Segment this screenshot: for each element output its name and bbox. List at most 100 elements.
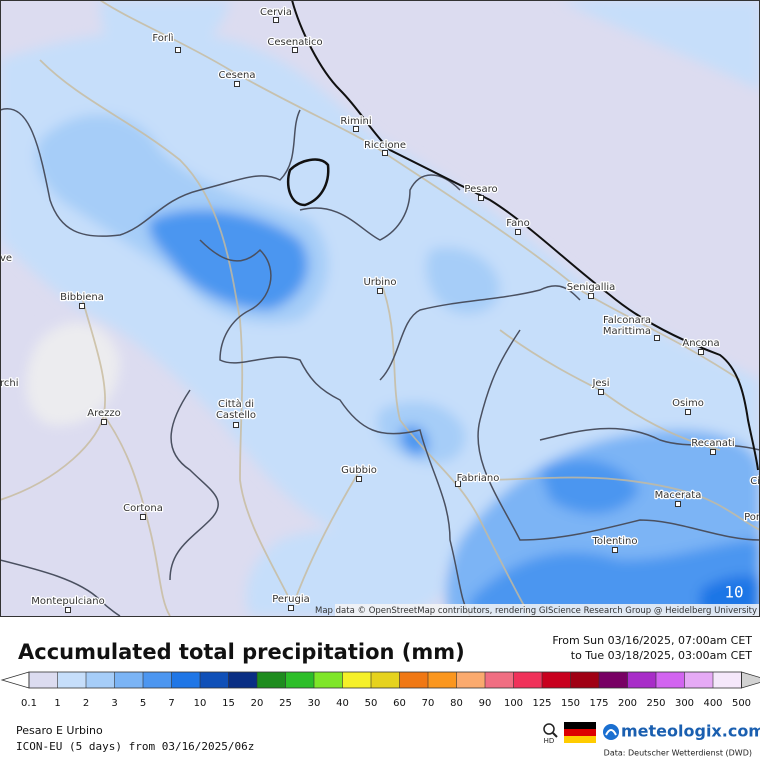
colorbar-tick-label: 125: [532, 698, 551, 709]
colorbar-tick-label: 400: [703, 698, 722, 709]
colorbar-segment: [457, 672, 486, 688]
legend-title: Accumulated total precipitation (mm): [18, 640, 465, 664]
city-marker: [699, 350, 704, 355]
colorbar-tick-label: 50: [365, 698, 378, 709]
brand[interactable]: meteologix.com: [603, 722, 760, 741]
city-label: Fano: [506, 218, 529, 229]
colorbar-segment: [143, 672, 172, 688]
city-label: Cesena: [219, 70, 256, 81]
region-name: Pesaro E Urbino: [16, 724, 103, 737]
colorbar-segment: [314, 672, 343, 688]
colorbar-tick-label: 7: [168, 698, 174, 709]
city-marker: [599, 390, 604, 395]
colorbar-tick-label: 200: [618, 698, 637, 709]
colorbar-tick-label: 500: [732, 698, 751, 709]
colorbar-segment: [628, 672, 657, 688]
city-label: Castello: [216, 410, 256, 421]
colorbar-tick-label: 150: [561, 698, 580, 709]
colorbar-segment: [599, 672, 628, 688]
city-marker: [354, 127, 359, 132]
colorbar-segment: [713, 672, 742, 688]
city-label: rchi: [0, 378, 19, 389]
city-label: Marittima: [603, 326, 651, 337]
city-label: Cesenatico: [267, 37, 322, 48]
city-marker: [234, 423, 239, 428]
city-marker: [176, 48, 181, 53]
city-label: Macerata: [655, 490, 702, 501]
colorbar-segment: [172, 672, 201, 688]
colorbar-segment: [400, 672, 429, 688]
city-label: Urbino: [363, 277, 396, 288]
corner-value: 10: [724, 583, 743, 602]
colorbar-segment: [542, 672, 571, 688]
colorbar-tick-label: 25: [279, 698, 292, 709]
city-label: Arezzo: [87, 408, 121, 419]
city-label: Montepulciano: [31, 596, 104, 607]
city-marker: [711, 450, 716, 455]
city-marker: [613, 548, 618, 553]
city-marker: [479, 196, 484, 201]
city-marker: [357, 477, 362, 482]
city-marker: [289, 606, 294, 611]
colorbar-segment: [685, 672, 714, 688]
colorbar-tick-label: 90: [479, 698, 492, 709]
city-label: Perugia: [272, 594, 310, 605]
city-label: Città di: [218, 398, 254, 410]
city-marker: [141, 515, 146, 520]
colorbar-tick-label: 250: [646, 698, 665, 709]
colorbar-segment: [200, 672, 229, 688]
colorbar-tick-label: 70: [422, 698, 435, 709]
colorbar-tick-label: 300: [675, 698, 694, 709]
city-marker: [293, 48, 298, 53]
colorbar-tick-label: 3: [111, 698, 117, 709]
attribution: Map data © OpenStreetMap contributors, r…: [315, 606, 757, 616]
colorbar-tick-label: 80: [450, 698, 463, 709]
colorbar-tick-label: 15: [222, 698, 235, 709]
city-label: Jesi: [591, 378, 609, 389]
city-label: Tolentino: [592, 536, 638, 547]
city-label: Gubbio: [341, 465, 377, 476]
colorbar-arrow-left: [2, 672, 29, 688]
colorbar-tick-label: 20: [251, 698, 264, 709]
colorbar-tick-label: 1: [54, 698, 60, 709]
city-marker: [80, 304, 85, 309]
date-from: From Sun 03/16/2025, 07:00am CET: [552, 634, 752, 647]
colorbar-tick-label: 30: [308, 698, 321, 709]
colorbar-segment: [343, 672, 372, 688]
city-label: Bibbiena: [60, 292, 104, 303]
model-run: ICON-EU (5 days) from 03/16/2025/06z: [16, 740, 254, 753]
colorbar-tick-label: 2: [83, 698, 89, 709]
data-source: Data: Deutscher Wetterdienst (DWD): [604, 749, 752, 758]
city-label: Senigallia: [567, 282, 616, 293]
date-to: to Tue 03/18/2025, 03:00am CET: [571, 649, 753, 662]
zoom-icon[interactable]: HD: [544, 724, 557, 745]
city-label: Riccione: [364, 140, 406, 151]
colorbar-segment: [286, 672, 315, 688]
colorbar-segment: [229, 672, 258, 688]
colorbar-segment: [58, 672, 87, 688]
colorbar-segment: [371, 672, 400, 688]
city-marker: [676, 502, 681, 507]
city-marker: [235, 82, 240, 87]
colorbar-tick-label: 175: [589, 698, 608, 709]
city-marker: [686, 410, 691, 415]
colorbar-tick-label: 10: [194, 698, 207, 709]
city-marker: [516, 230, 521, 235]
city-label: Ancona: [682, 338, 719, 349]
city-label: Forlì: [152, 32, 173, 44]
city-label: Pesaro: [464, 184, 497, 195]
city-marker: [102, 420, 107, 425]
city-marker: [655, 336, 660, 341]
city-label: Fabriano: [457, 473, 500, 484]
city-label: Osimo: [672, 398, 704, 409]
colorbar-segment: [29, 672, 58, 688]
colorbar-segment: [257, 672, 286, 688]
colorbar-segment: [485, 672, 514, 688]
city-label: Recanati: [691, 438, 734, 449]
colorbar-segment: [428, 672, 457, 688]
flag: [564, 722, 596, 743]
hd-label: HD: [544, 737, 555, 745]
